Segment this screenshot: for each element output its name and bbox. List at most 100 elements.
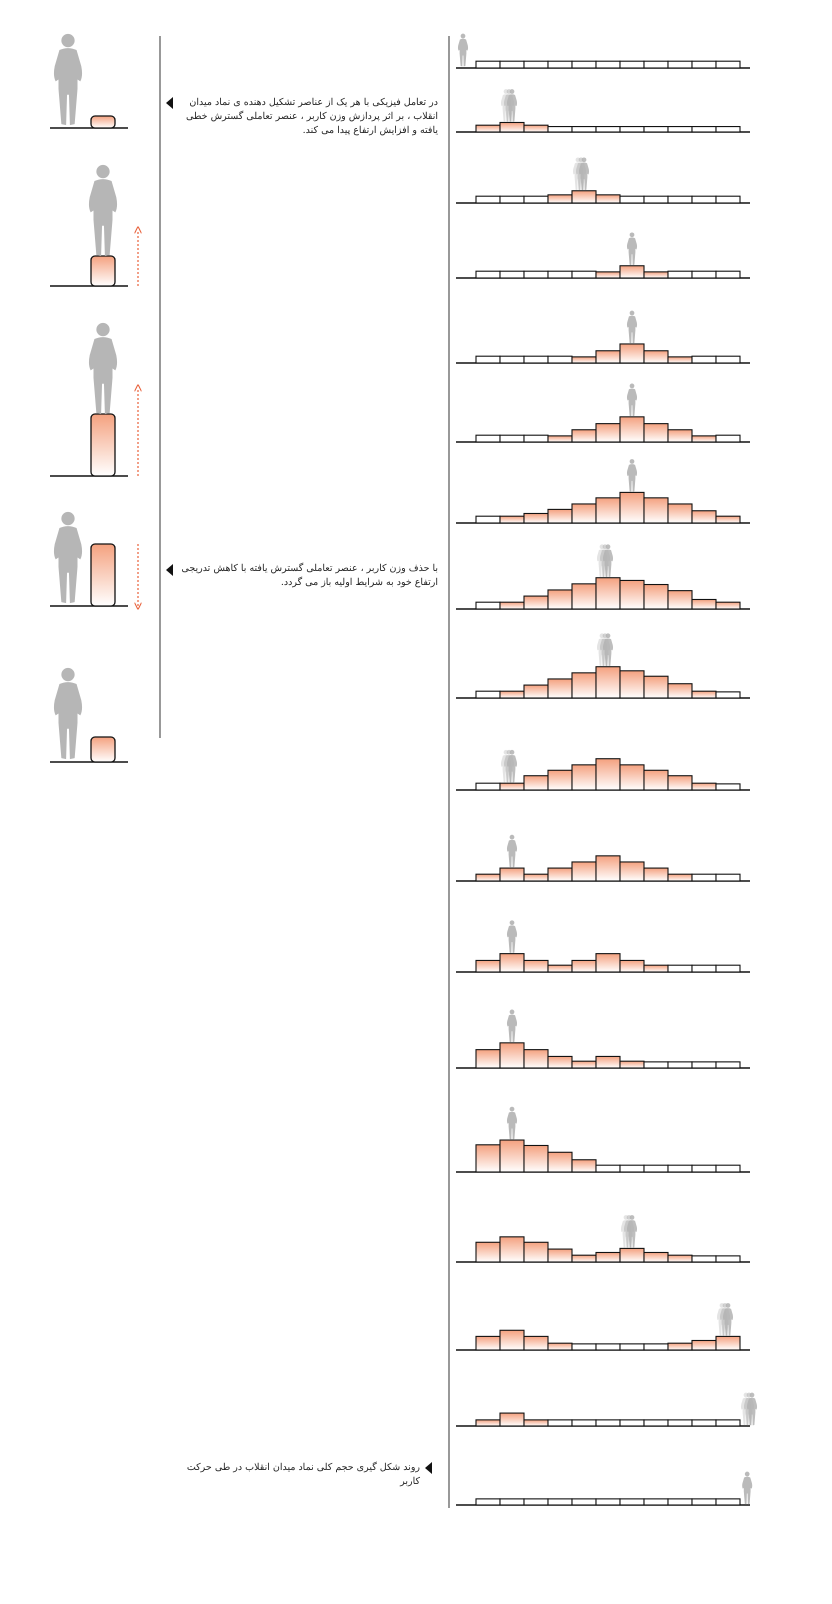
sequence-column [499,195,525,204]
sequence-column [523,512,549,524]
sequence-row [456,1471,753,1506]
sequence-column [691,270,717,279]
sequence-column [523,1241,549,1263]
sequence-column [571,959,597,973]
sequence-column [523,775,549,791]
sequence-column [499,1042,525,1069]
note-1-pointer-icon [166,97,173,109]
user-figure-icon [626,459,638,492]
left-stage-restored [50,667,128,763]
sequence-column [475,434,501,443]
sequence-column [667,1164,693,1173]
sequence-column [595,194,621,204]
user-figure-icon [53,511,83,604]
sequence-column [595,497,621,524]
sequence-column [571,1498,597,1506]
sequence-column [475,1144,501,1173]
sequence-column [475,601,501,610]
sequence-row [456,310,750,364]
sequence-column [595,953,621,973]
left-interaction-sequence [50,33,138,763]
sequence-column [667,429,693,443]
sequence-column [571,356,597,364]
sequence-row [456,89,750,133]
user-figure-icon [53,33,83,126]
sequence-column [523,195,549,204]
sequence-column [499,690,525,699]
user-figure-icon [506,1009,518,1043]
sequence-column [643,195,669,204]
sequence-column [499,515,525,524]
sequence-column [715,601,741,610]
sequence-column [691,873,717,882]
sequence-column [547,270,573,279]
sequence-column [475,959,501,973]
sequence-row [456,232,750,279]
sequence-column [691,355,717,364]
sequence-column [571,429,597,443]
sequence-column [715,1164,741,1173]
sequence-column [619,416,645,443]
sequence-column [667,1254,693,1263]
sequence-column [619,1164,645,1173]
sequence-column [619,60,645,69]
sequence-column [715,270,741,279]
sequence-column [499,1412,525,1427]
sequence-column [643,60,669,69]
sequence-column [691,195,717,204]
sequence-column [475,1335,501,1351]
sequence-row [456,1392,758,1427]
sequence-column [643,271,669,279]
sequence-column [499,953,525,973]
sequence-column [715,964,741,973]
sequence-column [691,690,717,699]
sequence-column [547,769,573,791]
sequence-column [595,1251,621,1263]
sequence-column [715,873,741,882]
sequence-column [595,126,621,133]
sequence-column [475,355,501,364]
user-figure-icon [88,164,118,257]
sequence-column [523,60,549,69]
sequence-column [499,434,525,443]
sequence-column [643,1343,669,1351]
sequence-column [571,764,597,791]
sequence-column [475,195,501,204]
user-figure-icon [506,834,518,868]
sequence-row [456,633,750,699]
sequence-column [595,1164,621,1173]
sequence-column [619,861,645,882]
sequence-column [667,356,693,364]
sequence-column [715,1335,741,1351]
interactive-column [90,413,116,477]
sequence-column [643,1164,669,1173]
user-figure-icon [506,1106,518,1140]
sequence-column [667,964,693,973]
sequence-column [715,1419,741,1427]
sequence-column [619,579,645,610]
sequence-column [643,1251,669,1263]
sequence-column [595,1419,621,1427]
sequence-column [595,1498,621,1506]
sequence-column [547,355,573,364]
interactive-column [90,255,116,287]
sequence-column [571,1343,597,1351]
sequence-column [643,964,669,973]
sequence-column [715,783,741,791]
left-stage-extended [50,322,138,477]
sequence-column [619,764,645,791]
sequence-column [571,672,597,699]
sequence-column [667,873,693,882]
sequence-column [595,1343,621,1351]
sequence-column [547,508,573,524]
sequence-column [499,1498,525,1506]
sequence-column [643,1061,669,1069]
sequence-column [523,1335,549,1351]
sequence-column [667,1498,693,1506]
sequence-column [667,1419,693,1427]
sequence-column [619,343,645,364]
sequence-column [475,1241,501,1263]
sequence-column [667,60,693,69]
sequence-column [643,1419,669,1427]
